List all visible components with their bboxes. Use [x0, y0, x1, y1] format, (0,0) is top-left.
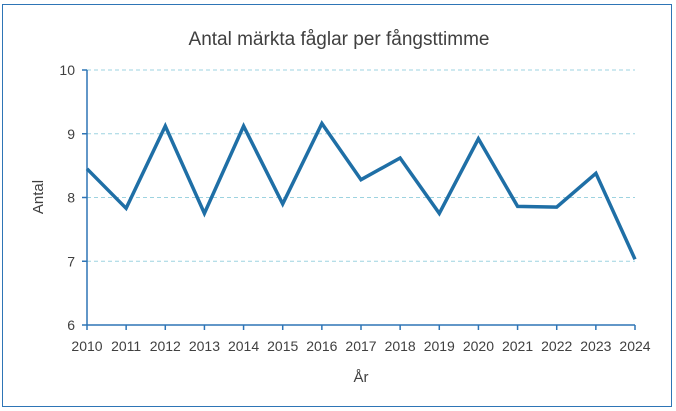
y-tick-label: 7 [67, 253, 75, 269]
x-tick-label: 2013 [189, 338, 220, 354]
x-tick-label: 2022 [541, 338, 572, 354]
chart-title: Antal märkta fåglar per fångsttimme [189, 29, 490, 50]
line-chart: Antal märkta fåglar per fångsttimme 6 7 8 9… [30, 29, 651, 386]
y-tick-label: 10 [59, 62, 75, 78]
x-tick-label: 2020 [463, 338, 494, 354]
x-tick-label: 2014 [228, 338, 259, 354]
x-tick-label: 2021 [502, 338, 533, 354]
y-tick-label: 9 [67, 126, 75, 142]
y-tick-label: 6 [67, 317, 75, 333]
series-line [85, 120, 637, 261]
x-tick-label: 2011 [111, 338, 141, 354]
series-lines [85, 120, 637, 261]
gridlines [87, 69, 635, 262]
y-tick-label: 8 [67, 190, 75, 206]
x-tick-label: 2024 [619, 338, 650, 354]
x-tick-label: 2012 [150, 338, 181, 354]
x-tick-label: 2017 [345, 338, 376, 354]
y-axis-label: Antal [30, 180, 47, 214]
x-tick-labels: 2010 2011 2012 2013 2014 2015 2016 2017 2018 2019… [71, 338, 650, 354]
chart-frame: Antal märkta fåglar per fångsttimme 6 7 8 9… [2, 4, 672, 407]
x-tick-label: 2016 [306, 338, 337, 354]
axes [82, 69, 636, 330]
x-tick-label: 2018 [385, 338, 416, 354]
x-tick-label: 2010 [71, 338, 102, 354]
x-tick-label: 2019 [424, 338, 455, 354]
x-tick-label: 2015 [267, 338, 298, 354]
x-axis-label: År [354, 369, 369, 386]
x-tick-label: 2023 [580, 338, 611, 354]
y-tick-labels: 6 7 8 9 10 [59, 62, 75, 333]
